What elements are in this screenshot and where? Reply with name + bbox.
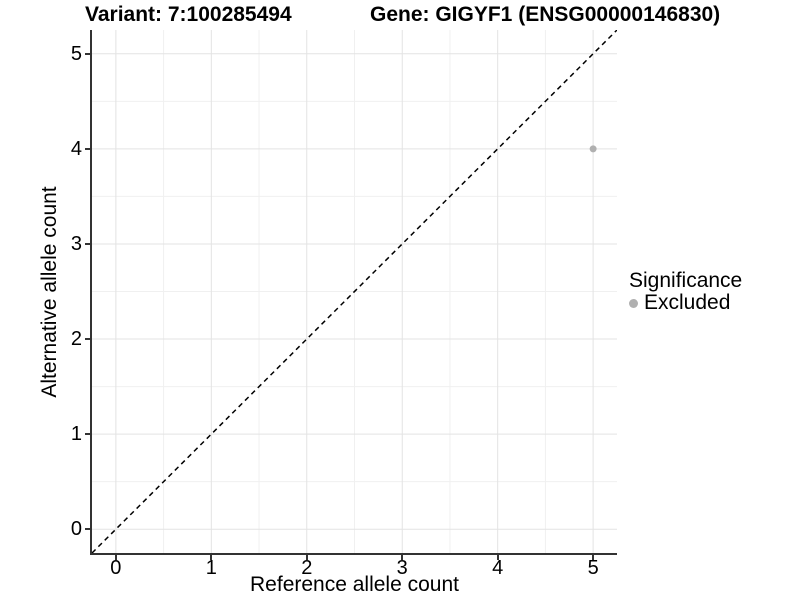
x-tick-label: 1 — [205, 557, 217, 579]
y-tick-label: 2 — [70, 328, 82, 351]
y-tick-mark — [85, 242, 90, 245]
y-tick-mark — [85, 433, 90, 436]
y-tick-label: 3 — [70, 232, 82, 255]
x-tick-mark — [114, 555, 117, 560]
legend-point-icon — [629, 298, 638, 308]
y-tick-mark — [85, 147, 90, 150]
x-tick-label: 4 — [492, 557, 504, 579]
plot-panel — [92, 30, 617, 553]
x-tick-mark — [496, 555, 499, 560]
data-point — [589, 145, 597, 153]
x-tick-mark — [210, 555, 213, 560]
x-tick-mark — [592, 555, 595, 560]
x-tick-mark — [401, 555, 404, 560]
y-tick-label: 0 — [70, 518, 82, 541]
legend-title: Significance — [629, 269, 743, 292]
y-tick-mark — [85, 52, 90, 55]
y-tick-label: 4 — [70, 137, 82, 160]
plot-title-gene: Gene: GIGYF1 (ENSG00000146830) — [370, 3, 721, 26]
y-tick-label: 5 — [70, 42, 82, 65]
x-tick-label: 0 — [110, 557, 122, 579]
y-tick-mark — [85, 338, 90, 341]
legend-entry-label: Excluded — [644, 291, 731, 314]
x-tick-mark — [305, 555, 308, 560]
axis-lines — [90, 30, 617, 555]
legend: Significance Excluded — [629, 270, 742, 314]
x-tick-label: 3 — [396, 557, 408, 579]
x-axis-title: Reference allele count — [250, 573, 459, 596]
legend-entry-excluded: Excluded — [629, 292, 742, 314]
plot-title-variant: Variant: 7:100285494 — [85, 3, 292, 26]
x-tick-label: 5 — [587, 557, 599, 579]
identity-dashed-line — [92, 30, 617, 553]
y-axis-title: Alternative allele count — [38, 186, 61, 398]
x-tick-label: 2 — [301, 557, 313, 579]
y-tick-label: 1 — [70, 423, 82, 446]
y-tick-mark — [85, 528, 90, 531]
